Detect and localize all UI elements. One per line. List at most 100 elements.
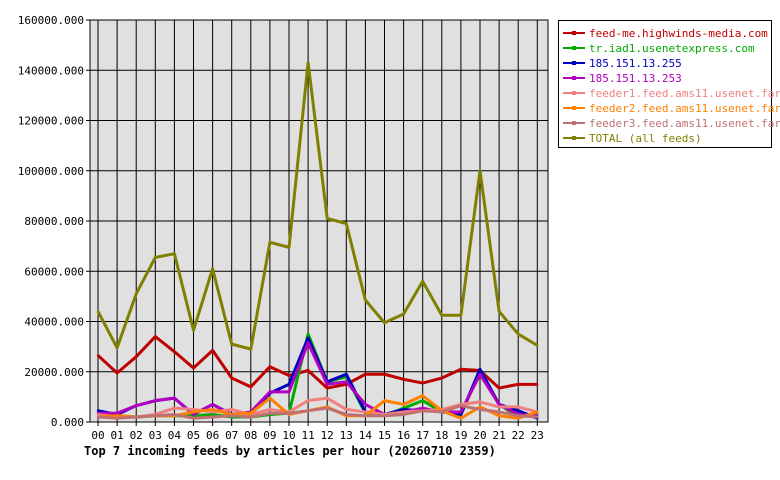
data-point (230, 408, 233, 411)
data-point (402, 410, 405, 414)
data-point (192, 413, 195, 416)
data-point (211, 410, 214, 414)
data-point (536, 344, 539, 347)
data-point (268, 412, 272, 415)
data-point (287, 383, 291, 386)
data-point (402, 403, 405, 406)
data-point (497, 414, 501, 417)
data-point (154, 414, 157, 417)
x-tick-label: 02 (130, 429, 143, 442)
x-tick-label: 05 (187, 429, 200, 442)
data-point (326, 217, 329, 220)
x-tick-label: 08 (244, 429, 257, 442)
data-point (173, 406, 176, 410)
data-point (440, 376, 443, 380)
data-point (154, 256, 157, 259)
x-tick-label: 04 (168, 429, 182, 442)
data-point (536, 383, 539, 386)
data-point (96, 409, 100, 412)
data-point (383, 414, 386, 417)
data-point (497, 386, 501, 390)
x-tick-label: 10 (282, 429, 295, 442)
data-point (326, 396, 329, 400)
data-point (364, 403, 367, 406)
legend-item: 185.151.13.255 (563, 56, 682, 70)
data-point (517, 417, 520, 420)
legend-swatch (563, 41, 585, 55)
data-point (421, 406, 424, 410)
data-point (383, 321, 386, 324)
legend-item: feeder1.feed.ams11.usenet.farm (563, 86, 780, 100)
data-point (230, 376, 233, 380)
data-point (211, 403, 214, 406)
data-point (459, 410, 463, 414)
legend-item: feeder2.feed.ams11.usenet.farm (563, 101, 780, 115)
data-point (345, 413, 348, 416)
chart-caption: Top 7 incoming feeds by articles per hou… (84, 444, 496, 458)
data-point (326, 383, 329, 386)
x-tick-label: 20 (473, 429, 486, 442)
y-tick-label: 80000.000 (24, 215, 84, 228)
data-point (211, 408, 214, 411)
y-tick-label: 100000.000 (18, 165, 84, 178)
data-point (402, 312, 405, 316)
data-point (517, 383, 520, 386)
data-point (517, 409, 520, 412)
y-tick-label: 40000.000 (24, 316, 84, 329)
data-point (440, 314, 443, 317)
legend-swatch (563, 56, 585, 70)
data-point (440, 410, 443, 414)
data-point (364, 298, 367, 302)
data-point (287, 390, 291, 394)
data-point (306, 336, 310, 340)
data-point (115, 371, 119, 375)
data-point (383, 399, 386, 402)
plot-border (89, 19, 549, 423)
data-point (536, 415, 539, 419)
y-tick-label: 140000.000 (18, 64, 84, 77)
data-point (268, 396, 272, 400)
data-point (211, 267, 214, 270)
data-point (383, 373, 386, 376)
data-point (135, 404, 138, 407)
data-point (421, 381, 424, 385)
data-point (249, 415, 252, 419)
series-line (96, 61, 539, 351)
data-point (211, 349, 214, 352)
data-point (192, 408, 195, 411)
x-tick-label: 16 (397, 429, 410, 442)
data-point (268, 241, 272, 244)
data-point (249, 347, 252, 351)
data-point (478, 400, 482, 404)
legend: feed-me.highwinds-media.com tr.iad1.usene… (558, 20, 780, 148)
x-tick-label: 03 (149, 429, 162, 442)
data-point (230, 342, 233, 346)
legend-item: 185.151.13.253 (563, 71, 682, 85)
data-point (517, 414, 520, 417)
data-point (364, 373, 367, 376)
series-8 (96, 61, 539, 351)
data-point (96, 310, 100, 313)
data-point (478, 373, 482, 376)
series-lines (96, 61, 539, 420)
data-point (497, 310, 501, 313)
data-point (421, 280, 424, 283)
data-point (478, 169, 482, 172)
data-point (497, 405, 501, 409)
x-tick-label: 00 (91, 429, 104, 442)
data-point (326, 386, 329, 390)
data-point (459, 314, 463, 317)
data-point (536, 410, 539, 414)
legend-swatch (563, 71, 585, 85)
series-1 (96, 335, 539, 390)
series-line (97, 396, 538, 419)
x-tick-label: 15 (378, 429, 391, 442)
x-tick-label: 21 (492, 429, 505, 442)
legend-item: tr.iad1.usenetexpress.com (563, 41, 755, 55)
x-tick-label: 07 (225, 429, 238, 442)
data-point (478, 368, 482, 371)
data-point (96, 354, 100, 357)
data-point (211, 415, 214, 419)
x-axis-ticks: 00 01 02 03 04 05 06 07 08 09 10 11 12 13 14 15 16 17 18 19… (91, 422, 544, 442)
